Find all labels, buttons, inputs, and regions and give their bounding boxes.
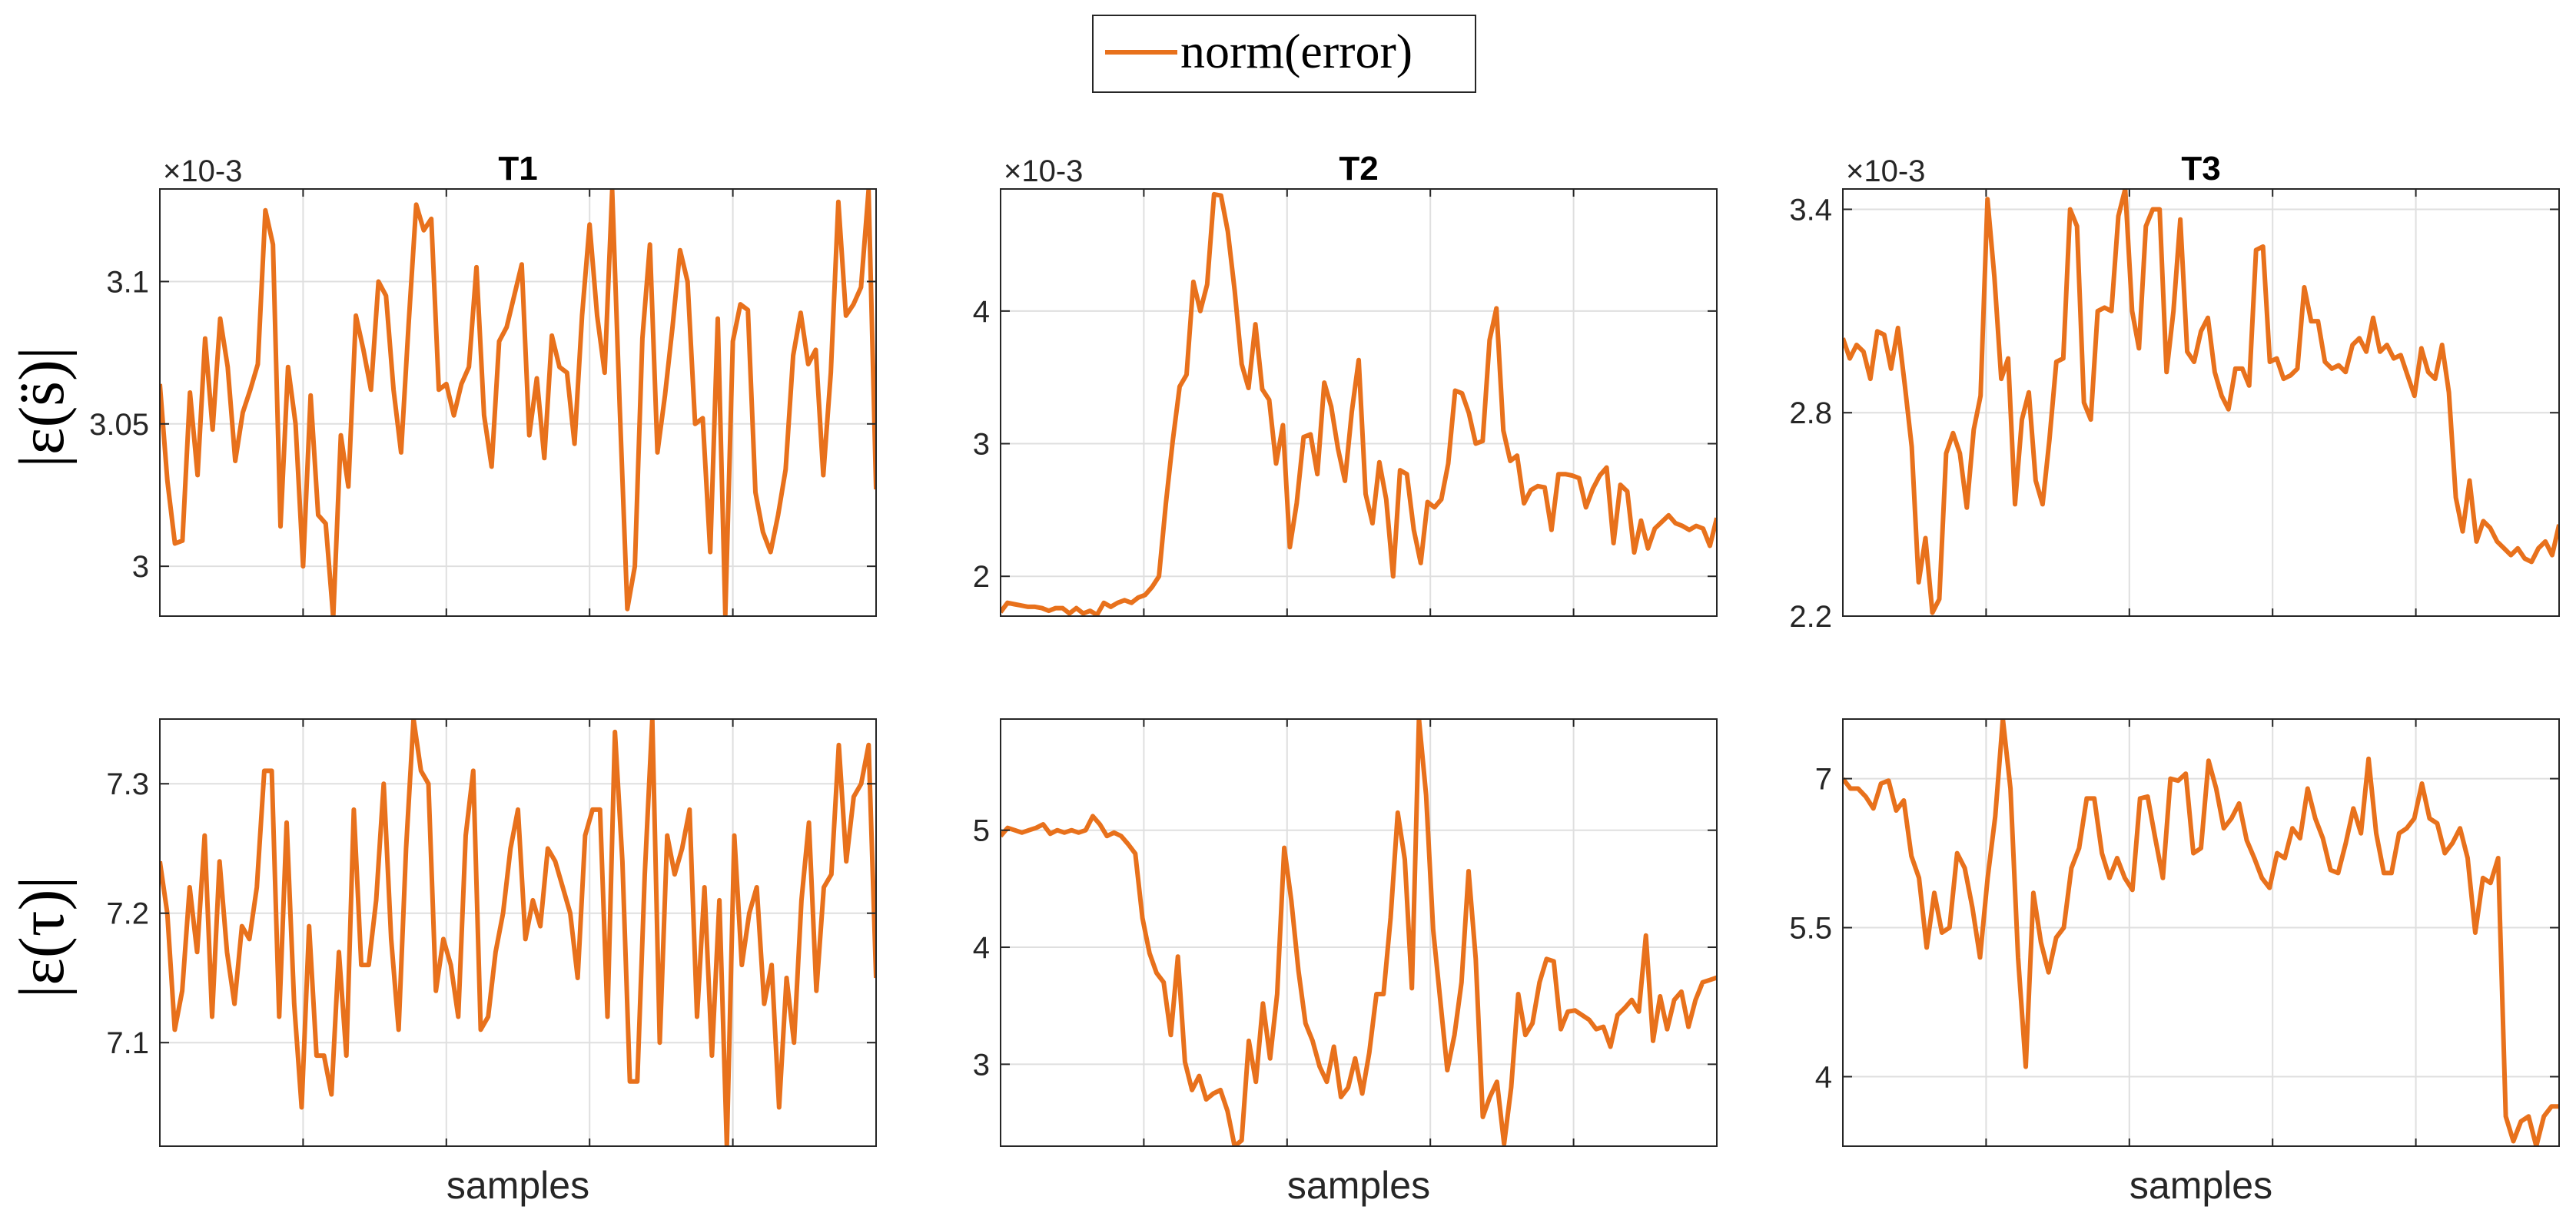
y-exponent-label: ×10-3 — [163, 154, 242, 188]
axes-box — [1842, 718, 2560, 1147]
y-exponent-label: ×10-3 — [1846, 154, 1925, 188]
chart-title: T3 — [2181, 150, 2220, 187]
legend: norm(error) — [1092, 15, 1476, 93]
y-tick-label: 7.3 — [106, 767, 149, 801]
x-axis-label: samples — [1287, 1164, 1430, 1207]
chart-title: T1 — [498, 150, 537, 187]
y-tick-label: 7.2 — [106, 897, 149, 931]
y-tick-label: 2.8 — [1789, 396, 1832, 430]
series-line — [1843, 189, 2559, 615]
y-exponent-label: ×10-3 — [1004, 154, 1083, 188]
y-tick-label: 4 — [1815, 1060, 1832, 1094]
legend-label: norm(error) — [1180, 24, 1412, 78]
series-line — [160, 189, 876, 616]
series-line — [1001, 191, 1717, 616]
chart-panel-4: 7.1 7.2 7.3 samples — [106, 718, 877, 1207]
panels: 3 3.05 3.1 ×10-3 T1 2 3 4 ×10-3 T2 2.2 2.8 3.4 ×10-3 T… — [89, 150, 2560, 1207]
y-tick-label: 2 — [973, 560, 990, 594]
y-tick-label: 3 — [132, 550, 149, 584]
chart-panel-3: 2.2 2.8 3.4 ×10-3 T3 — [1789, 150, 2560, 634]
y-tick-label: 2.2 — [1789, 600, 1832, 634]
row-label-bottom: |ε(τ)| — [6, 877, 78, 999]
row-label-top: |ε(s̈)| — [6, 346, 78, 468]
axes-box — [1000, 718, 1718, 1147]
y-tick-label: 3.05 — [89, 408, 149, 442]
y-tick-label: 3.4 — [1789, 193, 1832, 227]
axes-box — [159, 188, 877, 617]
y-tick-label: 5.5 — [1789, 912, 1832, 946]
y-tick-label: 4 — [973, 931, 990, 965]
y-tick-label: 3 — [973, 428, 990, 462]
y-tick-label: 3 — [973, 1048, 990, 1082]
series-line — [1843, 719, 2559, 1146]
y-tick-label: 7.1 — [106, 1026, 149, 1060]
axes-box — [159, 718, 877, 1147]
series-line — [160, 719, 876, 1146]
y-tick-label: 3.1 — [106, 265, 149, 299]
y-tick-label: 7 — [1815, 763, 1832, 797]
axes-box — [1842, 188, 2560, 617]
series-line — [1001, 719, 1717, 1146]
chart-panel-1: 3 3.05 3.1 ×10-3 T1 — [89, 150, 877, 617]
chart-panel-6: 4 5.5 7 samples — [1789, 718, 2560, 1207]
chart-panel-5: 3 4 5 samples — [973, 718, 1718, 1207]
x-axis-label: samples — [2130, 1164, 2272, 1207]
y-tick-label: 5 — [973, 814, 990, 848]
chart-title: T2 — [1339, 150, 1378, 187]
x-axis-label: samples — [446, 1164, 589, 1207]
chart-panel-2: 2 3 4 ×10-3 T2 — [973, 150, 1718, 617]
y-tick-label: 4 — [973, 295, 990, 329]
axes-box — [1000, 188, 1718, 617]
